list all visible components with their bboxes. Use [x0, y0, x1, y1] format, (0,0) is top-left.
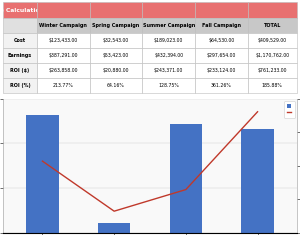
Bar [98, 223, 130, 233]
Bar [242, 129, 274, 233]
Legend: , : , [284, 101, 295, 118]
Bar [26, 115, 58, 233]
Bar [170, 124, 202, 233]
